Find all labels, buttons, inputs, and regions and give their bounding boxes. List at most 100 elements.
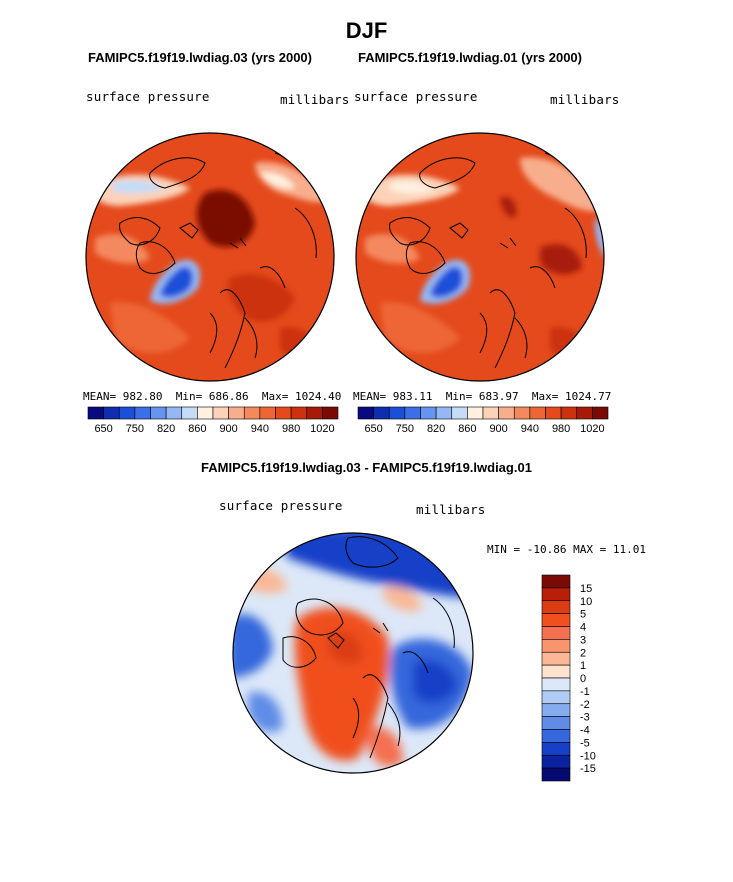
panel2-colorbar-tick-label: 750 (396, 423, 414, 435)
panel2-colorbar-swatch (576, 406, 593, 420)
panel1-colorbar-swatch (118, 406, 136, 420)
panel2-variable-label: surface pressure (354, 89, 478, 104)
panel2-min-value: 683.97 (478, 390, 519, 403)
difference-colorbar-swatch (541, 664, 571, 679)
panel2-mean-value: 983.11 (392, 390, 433, 403)
panel2-polar-map (355, 132, 605, 382)
difference-colorbar-swatch (541, 587, 571, 602)
panel1-colorbar-swatch (150, 406, 167, 420)
panel2-title: FAMIPC5.f19f19.lwdiag.01 (yrs 2000) (358, 50, 582, 65)
difference-coastlines (282, 536, 455, 759)
panel1-colorbar-swatch (275, 406, 292, 420)
panel2-colorbar-tick-label: 820 (427, 423, 445, 435)
difference-field-patch (248, 692, 283, 733)
difference-colorbar-swatch (541, 600, 571, 614)
panel2-colorbar-swatch (357, 406, 374, 420)
panel1-colorbar: 650 750 820 860 900 940 980 1020 (87, 406, 339, 435)
difference-field-patch (368, 727, 403, 768)
panel1-colorbar-swatch (228, 406, 245, 420)
difference-colorbar-swatch (541, 742, 571, 756)
panel1-field-patch (160, 266, 193, 298)
panel1-colorbar-swatch (290, 406, 308, 420)
panel1-colorbar-tick-label: 900 (219, 423, 237, 435)
panel1-colorbar-swatch (306, 406, 323, 420)
difference-colorbar-swatch (541, 626, 571, 640)
panel1-colorbar-tick-label: 750 (126, 423, 144, 435)
difference-colorbar-tick-label: -5 (580, 737, 590, 749)
panel2-min-label: Min= (445, 390, 473, 403)
difference-colorbar-swatch (541, 613, 571, 627)
difference-field-patch (383, 586, 423, 612)
difference-colorbar-tick-label: 3 (580, 634, 586, 646)
difference-colorbar-swatch (541, 716, 571, 730)
panel2-stats: MEAN= 983.11 Min= 683.97 Max= 1024.77 (353, 390, 611, 403)
difference-field-patch (413, 659, 458, 704)
panel2-colorbar-swatch (388, 406, 406, 420)
panel2-colorbar-swatch (545, 406, 562, 420)
panel1-colorbar-swatch (165, 406, 183, 420)
difference-colorbar-tick-label: -3 (580, 712, 590, 724)
panel1-mean-value: 982.80 (122, 390, 163, 403)
panel2-colorbar-swatch (420, 406, 437, 420)
difference-colorbar-tick-label: -10 (580, 750, 596, 762)
panel1-max-value: 1024.40 (295, 390, 342, 403)
panel2-colorbar-swatch (592, 406, 609, 420)
panel2-max-value: 1024.77 (565, 390, 612, 403)
panel2-colorbar-swatch (435, 406, 453, 420)
panel1-field-patch (260, 172, 295, 189)
difference-colorbar-tick-label: 1 (580, 660, 586, 672)
difference-field-patch (328, 630, 363, 664)
panel2-mean-label: MEAN= (353, 390, 387, 403)
difference-colorbar-tick-label: -4 (580, 725, 590, 737)
difference-colorbar-tick-label: -2 (580, 699, 590, 711)
difference-field-patch (233, 614, 273, 678)
panel2-colorbar-tick-label: 650 (364, 423, 382, 435)
panel1-colorbar-tick-label: 820 (157, 423, 175, 435)
difference-colorbar-tick-label: 5 (580, 609, 586, 621)
difference-units-label: millibars (416, 502, 486, 517)
difference-colorbar-swatch (541, 690, 571, 705)
panel2-max-label: Max= (531, 390, 559, 403)
panel1-colorbar-tick-label: 650 (94, 423, 112, 435)
panel2-colorbar-tick-label: 1020 (580, 423, 604, 435)
panel2-field-patch (430, 266, 463, 298)
difference-min-max: MIN = -10.86 MAX = 11.01 (487, 543, 646, 556)
panel1-polar-map (85, 132, 335, 382)
difference-colorbar-tick-label: 15 (580, 583, 592, 595)
panel1-colorbar-swatch (259, 406, 276, 420)
panel2-colorbar-swatch (482, 406, 499, 420)
panel1-colorbar-swatch (87, 406, 104, 420)
difference-colorbar-tick-label: 4 (580, 622, 586, 634)
panel1-field-patch (110, 180, 165, 194)
panel2-colorbar-tick-label: 980 (552, 423, 570, 435)
difference-colorbar-tick-label: 0 (580, 673, 586, 685)
panel1-variable-label: surface pressure (86, 89, 210, 104)
panel2-field-patch (550, 327, 595, 364)
difference-variable-label: surface pressure (219, 498, 343, 513)
panel1-min-label: Min= (175, 390, 203, 403)
panel1-colorbar-swatch (243, 406, 261, 420)
panel2-colorbar-swatch (467, 406, 484, 420)
panel1-max-label: Max= (261, 390, 289, 403)
panel2-field-patch (390, 180, 435, 194)
panel2-colorbar-swatch (513, 406, 531, 420)
difference-colorbar-swatch (541, 767, 571, 782)
panel2-colorbar-tick-label: 940 (521, 423, 539, 435)
difference-title: FAMIPC5.f19f19.lwdiag.03 - FAMIPC5.f19f1… (201, 460, 532, 475)
panel1-min-value: 686.86 (208, 390, 249, 403)
panel2-colorbar-swatch (560, 406, 578, 420)
panel2-colorbar-swatch (404, 406, 421, 420)
difference-colorbar-swatch (541, 574, 571, 589)
panel2-field-patch (380, 302, 460, 353)
panel1-title: FAMIPC5.f19f19.lwdiag.03 (yrs 2000) (88, 50, 312, 65)
difference-polar-map (232, 532, 474, 774)
panel1-field-patch (110, 302, 190, 353)
panel2-units-label: millibars (550, 92, 620, 107)
difference-colorbar-swatch (541, 677, 571, 692)
panel1-colorbar-tick-label: 940 (251, 423, 269, 435)
difference-colorbar-swatch (541, 703, 571, 717)
difference-colorbar-swatch (541, 651, 571, 666)
panel1-field-patch (228, 274, 295, 322)
panel1-mean-label: MEAN= (83, 390, 117, 403)
difference-colorbar-tick-label: -1 (580, 686, 590, 698)
